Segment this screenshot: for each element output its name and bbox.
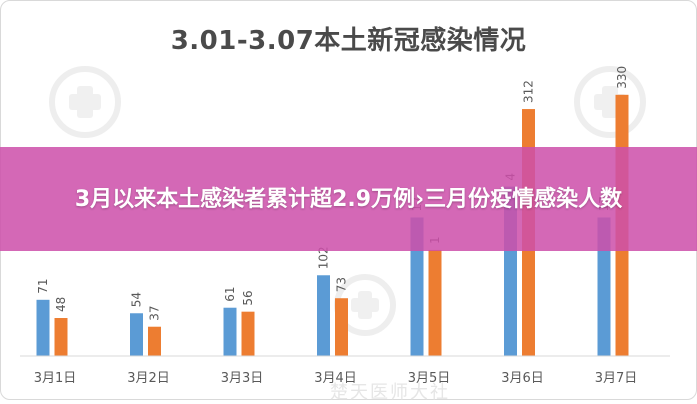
data-label-series-1-1: 71 xyxy=(36,279,50,294)
bar-series-2-5 xyxy=(428,249,442,356)
watermark-text: 楚天医师大社 xyxy=(330,382,450,403)
x-tick-label-3: 3月3日 xyxy=(221,371,264,386)
x-tick-label-6: 3月6日 xyxy=(501,371,544,386)
x-tick-label-1: 3月1日 xyxy=(34,371,77,386)
bar-series-2-4 xyxy=(335,298,348,356)
data-label-series-1-3: 61 xyxy=(223,286,237,301)
data-label-series-1-2: 54 xyxy=(130,292,144,307)
chart-title: 3.01-3.07本土新冠感染情况 xyxy=(170,26,527,56)
headline-banner: 3月以来本土感染者累计超2.9万例›三月份疫情感染人数 xyxy=(0,147,697,251)
bar-series-2-2 xyxy=(148,326,161,356)
bar-series-1-5 xyxy=(410,217,424,356)
bar-series-2-1 xyxy=(54,318,68,356)
data-label-series-2-6: 312 xyxy=(522,80,536,103)
data-label-series-2-2: 37 xyxy=(148,305,162,320)
x-tick-label-4: 3月4日 xyxy=(314,371,357,386)
bar-series-1-3 xyxy=(223,307,237,356)
bar-series-1-1 xyxy=(36,299,50,356)
x-tick-labels: 3月1日 3月2日 3月3日 3月4日 3月5日 3月6日 3月7日 xyxy=(34,371,638,386)
data-label-series-2-3: 56 xyxy=(241,290,255,305)
bar-series-1-7 xyxy=(597,217,611,356)
headline-text: 3月以来本土感染者累计超2.9万例›三月份疫情感染人数 xyxy=(74,186,623,212)
bar-series-1-4 xyxy=(317,275,330,356)
data-label-series-2-7: 330 xyxy=(615,66,629,89)
data-label-series-1-4: 102 xyxy=(317,246,331,269)
data-label-series-2-1: 48 xyxy=(54,297,68,312)
x-tick-label-2: 3月2日 xyxy=(127,371,170,386)
x-tick-label-5: 3月5日 xyxy=(408,371,451,386)
bar-series-1-2 xyxy=(130,313,143,356)
bar-series-2-3 xyxy=(241,311,255,356)
data-label-series-2-4: 73 xyxy=(335,277,349,292)
x-tick-label-7: 3月7日 xyxy=(595,371,638,386)
